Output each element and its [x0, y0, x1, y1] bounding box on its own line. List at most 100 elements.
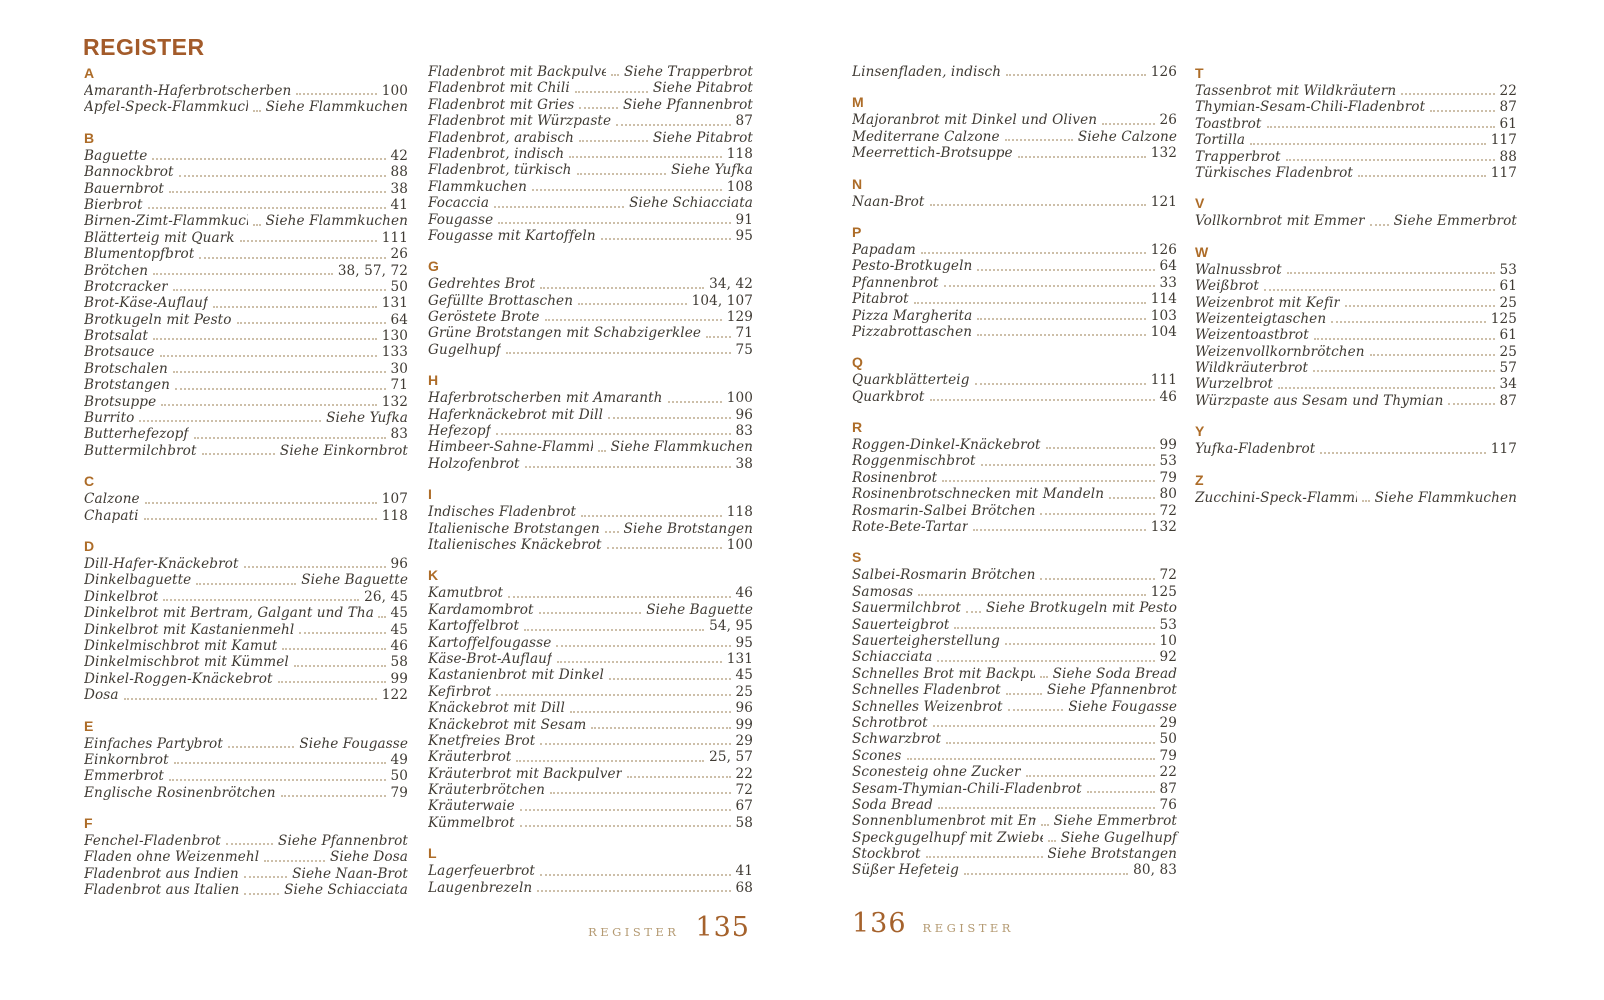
section-letter: N [852, 175, 863, 192]
page-number: 76 [1159, 796, 1177, 813]
dot-leader [569, 155, 722, 159]
entry-title: Bauernbrot [84, 180, 164, 197]
dot-leader [277, 680, 386, 684]
dot-leader [980, 463, 1155, 466]
dot-leader [537, 889, 731, 893]
dot-leader [1006, 73, 1146, 77]
entry-title: Fenchel-Fladenbrot [84, 833, 221, 850]
page-number: 46 [735, 585, 753, 602]
dot-leader [925, 855, 1043, 859]
index-entry: Naan-Brot 121 [852, 194, 1177, 210]
index-group: Q Quarkblätterteig 111 Quarkbrot 46 [852, 353, 1177, 405]
dot-leader [1102, 122, 1155, 125]
entry-title: Kräuterbrot mit Backpulver [428, 765, 623, 782]
dot-leader [173, 761, 386, 765]
index-entry: Birnen-Zimt-Flammkuchen Siehe Flammkuchen [84, 213, 408, 229]
dot-leader [1345, 304, 1495, 307]
entry-title: Brot-Käse-Auflauf [84, 295, 209, 312]
dot-leader [123, 697, 377, 700]
page-number: 133 [381, 344, 408, 361]
section-letter: R [852, 419, 863, 436]
index-entry: Kamutbrot 46 [428, 585, 753, 601]
index-entry: Linsenfladen, indisch 126 [852, 64, 1177, 80]
dot-leader [597, 449, 606, 452]
entry-title: Kräuterwaie [428, 798, 515, 815]
index-entry: Einkornbrot 49 [84, 752, 408, 768]
dot-leader [524, 465, 731, 469]
page-number: 61 [1499, 278, 1517, 295]
section-letter: P [852, 223, 862, 240]
page-number: 111 [381, 229, 408, 246]
page-number: 91 [735, 211, 753, 228]
entry-title: Holzofenbrot [428, 455, 520, 472]
page-number: 71 [390, 377, 408, 394]
entry-title: Fladenbrot mit Backpulver [428, 64, 606, 80]
index-entry: Dinkelbrot mit Kastanienmehl 45 [84, 622, 408, 638]
index-entry: Brotsuppe 132 [84, 394, 408, 410]
dot-leader [1250, 142, 1486, 145]
index-entry: Gugelhupf 75 [428, 342, 753, 358]
cross-reference: Siehe Soda Bread [1052, 665, 1177, 682]
dot-leader [244, 892, 280, 895]
entry-title: Linsenfladen, indisch [852, 64, 1002, 80]
index-entry: Flammkuchen 108 [428, 179, 753, 195]
cross-reference: Siehe Schiacciata [629, 195, 753, 212]
entry-title: Focaccia [428, 195, 490, 212]
index-entry: Kräuterbrötchen 72 [428, 782, 753, 798]
index-entry: Pesto-Brotkugeln 64 [852, 258, 1177, 274]
entry-title: Tortilla [1195, 132, 1246, 149]
entry-title: Rosinenbrot [852, 469, 938, 486]
index-entry: Wurzelbrot 34 [1195, 376, 1517, 392]
page-number: 58 [735, 814, 753, 831]
index-entry: Majoranbrot mit Dinkel und Oliven 26 [852, 112, 1177, 128]
entry-title: Sauermilchbrot [852, 600, 961, 617]
dot-leader [519, 824, 731, 828]
index-entry: Bauernbrot 38 [84, 181, 408, 197]
cross-reference: Siehe Dosa [330, 849, 408, 866]
dot-leader [973, 528, 1146, 532]
index-entry: Dill-Hafer-Knäckebrot 96 [84, 556, 408, 572]
page-number: 33 [1159, 274, 1177, 291]
index-entry: Brot-Käse-Auflauf 131 [84, 295, 408, 311]
page-number: 64 [1159, 258, 1177, 275]
dot-leader [578, 139, 648, 142]
index-entry: Brotsauce 133 [84, 344, 408, 360]
dot-leader [538, 611, 642, 615]
dot-leader [942, 479, 1155, 483]
index-entry: Fougasse mit Kartoffeln 95 [428, 228, 753, 244]
page-number: 26 [390, 246, 408, 263]
dot-leader [243, 875, 288, 879]
page-number: 99 [1159, 437, 1177, 454]
dot-leader [578, 302, 687, 306]
dot-leader [239, 239, 377, 243]
dot-leader [227, 745, 295, 748]
index-entry: Fladen ohne Weizenmehl Siehe Dosa [84, 849, 408, 865]
entry-title: Trapperbrot [1195, 148, 1281, 165]
page-number: 80, 83 [1133, 862, 1177, 879]
entry-title: Weizenteigtaschen [1195, 310, 1327, 327]
entry-title: Fougasse [428, 211, 494, 228]
dot-leader [1286, 271, 1495, 275]
page-number: 58 [390, 654, 408, 671]
index-entry: Lagerfeuerbrot 41 [428, 863, 753, 879]
index-group: F Fenchel-Fladenbrot Siehe Pfannenbrot Flad… [84, 814, 408, 899]
index-group: D Dill-Hafer-Knäckebrot 96 Dinkelbaguette Si… [84, 537, 408, 704]
page-number: 87 [1499, 99, 1517, 116]
dot-leader [1320, 451, 1486, 454]
entry-title: Kastanienbrot mit Dinkel [428, 667, 604, 684]
entry-title: Brotschalen [84, 360, 168, 377]
index-entry: Zucchini-Speck-Flammkuchen Siehe Flammkuc… [1195, 490, 1517, 506]
index-entry: Sesam-Thymian-Chili-Fladenbrot 87 [852, 781, 1177, 797]
entry-title: Kartoffelfougasse [428, 634, 552, 651]
index-entry: Dinkelmischbrot mit Kamut 46 [84, 638, 408, 654]
dot-leader [1401, 92, 1495, 96]
index-entry: Emmerbrot 50 [84, 768, 408, 784]
page-number: 88 [1499, 148, 1517, 165]
section-letter: E [84, 717, 94, 734]
section-letter: W [1195, 243, 1209, 260]
section-letter: V [1195, 195, 1205, 212]
index-entry: Trapperbrot 88 [1195, 149, 1517, 165]
page-number: 22 [735, 765, 753, 782]
page-number: 126 [1150, 64, 1177, 80]
entry-title: Würzpaste aus Sesam und Thymian [1195, 392, 1444, 409]
